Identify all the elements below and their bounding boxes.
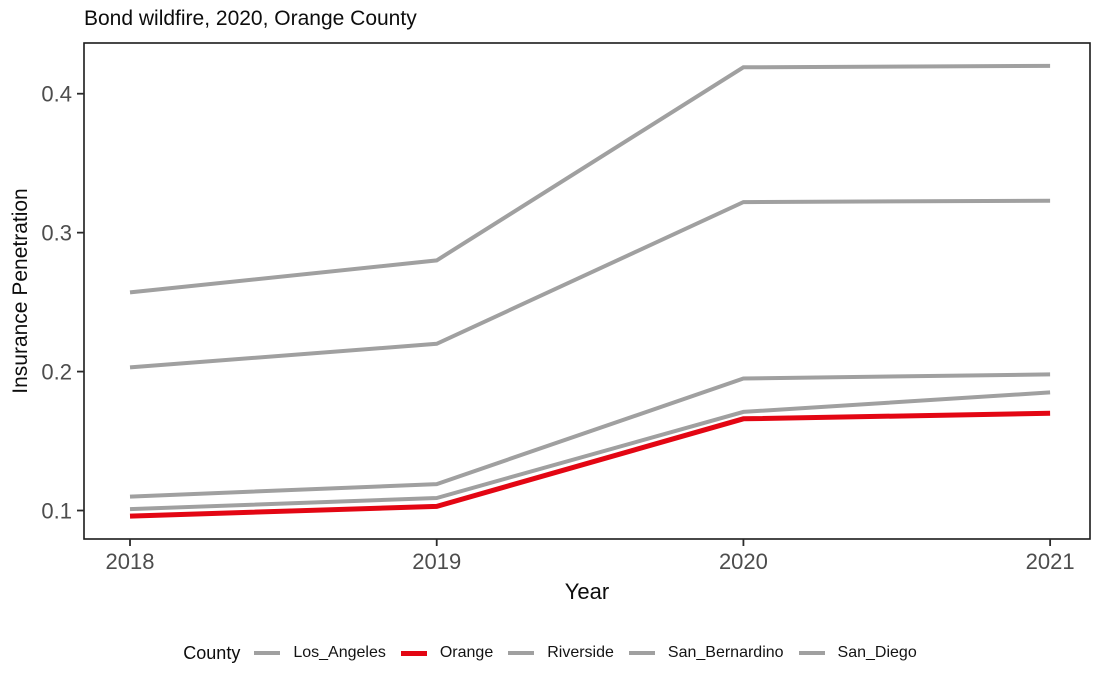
y-tick-label: 0.3 (41, 221, 72, 246)
panel-border (83, 42, 1091, 540)
x-tick-label: 2019 (412, 549, 461, 574)
legend-swatch-orange (400, 650, 427, 656)
y-tick-label: 0.2 (41, 360, 72, 385)
legend-swatch-san_bernardino (628, 651, 655, 655)
series-line-san_bernardino (129, 372, 1051, 499)
legend-label-los_angeles: Los_Angeles (293, 644, 386, 661)
x-tick-label: 2020 (719, 549, 768, 574)
legend-item-orange: Orange (400, 644, 494, 662)
legend-item-san_bernardino: San_Bernardino (628, 644, 784, 662)
series-line-orange (129, 410, 1051, 519)
legend-label-san_bernardino: San_Bernardino (667, 644, 784, 661)
legend-title: County (183, 642, 241, 663)
series-line-riverside (129, 198, 1051, 370)
legend-label-riverside: Riverside (547, 644, 614, 661)
series-line-los_angeles (129, 63, 1051, 295)
x-axis-title: Year (564, 579, 610, 604)
legend-swatch-riverside (508, 651, 535, 655)
series-line-san_diego (129, 390, 1051, 512)
legend-item-riverside: Riverside (508, 644, 614, 662)
y-tick-label: 0.1 (41, 499, 72, 524)
legend-label-orange: Orange (439, 644, 494, 661)
legend-swatch-san_diego (798, 651, 825, 655)
x-tick-label: 2021 (1026, 549, 1075, 574)
legend: County Los_Angeles Orange Riverside San_Ber… (0, 640, 1100, 666)
legend-label-san_diego: San_Diego (837, 644, 917, 661)
legend-item-san_diego: San_Diego (798, 644, 917, 662)
x-tick-label: 2018 (106, 549, 155, 574)
y-tick-label: 0.4 (41, 82, 72, 107)
chart-title: Bond wildfire, 2020, Orange County (84, 7, 417, 30)
legend-swatch-los_angeles (254, 651, 281, 655)
legend-item-los_angeles: Los_Angeles (254, 644, 386, 662)
